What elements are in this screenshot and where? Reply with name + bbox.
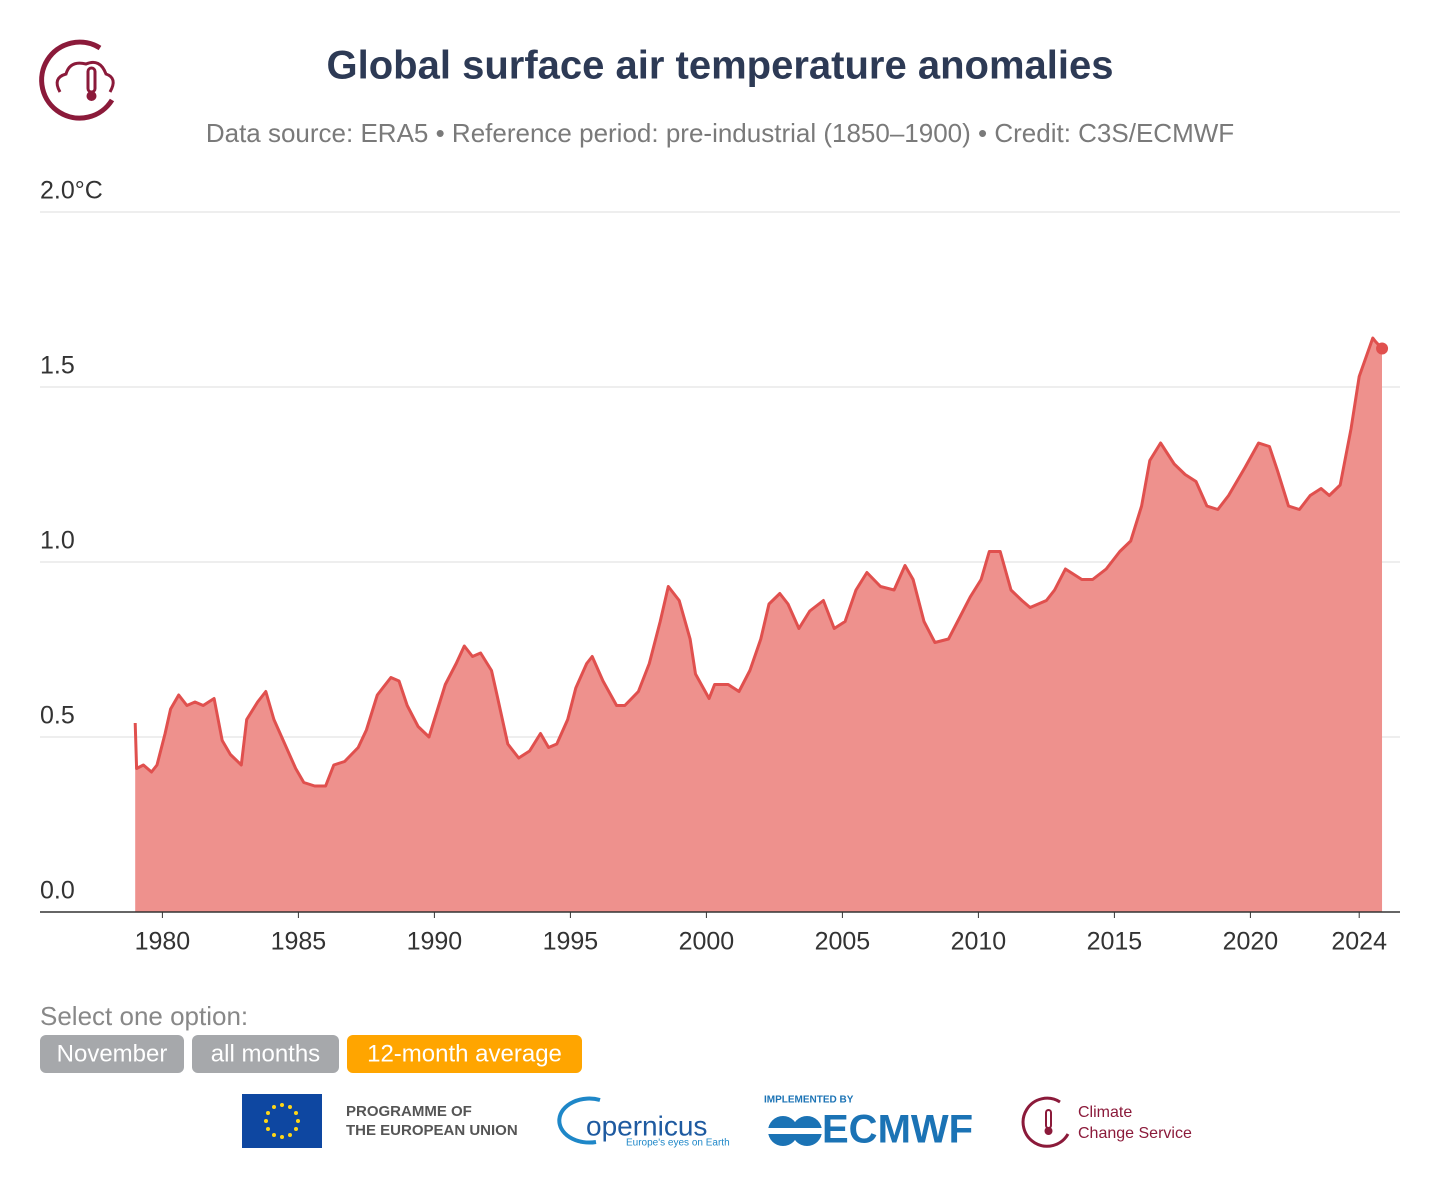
area — [135, 338, 1383, 912]
y-tick-label: 0.5 — [40, 702, 75, 730]
ecmwf-text: ECMWF — [822, 1108, 973, 1152]
x-tick-label: 1985 — [271, 928, 327, 956]
option-button-bg — [40, 1035, 184, 1073]
eu-flag — [242, 1094, 322, 1148]
x-tick-label: 2010 — [951, 928, 1007, 956]
option-button[interactable]: November — [40, 1035, 184, 1073]
x-tick-label: 2005 — [815, 928, 871, 956]
x-tick-label: 1980 — [135, 928, 191, 956]
option-button[interactable]: all months — [192, 1035, 339, 1073]
chart-subtitle: Data source: ERA5 • Reference period: pr… — [206, 118, 1234, 148]
y-tick-label: 1.0 — [40, 527, 75, 555]
option-button-bg — [347, 1035, 582, 1073]
x-tick-label: 2015 — [1087, 928, 1143, 956]
option-button[interactable]: 12-month average — [347, 1035, 582, 1073]
x-tick-label: 2024 — [1331, 928, 1387, 956]
x-tick-label: 1990 — [407, 928, 463, 956]
c3s-text: Change Service — [1078, 1125, 1192, 1142]
x-tick-label: 1995 — [543, 928, 599, 956]
option-button-label[interactable]: November — [57, 1040, 168, 1067]
y-tick-label: 1.5 — [40, 352, 75, 380]
eu-text: THE EUROPEAN UNION — [346, 1122, 518, 1139]
implemented-text: IMPLEMENTED BY — [764, 1095, 854, 1106]
controls-prompt: Select one option: — [40, 1001, 248, 1031]
option-button-bg — [192, 1035, 339, 1073]
line — [133, 336, 1384, 788]
chart-title: Global surface air temperature anomalies — [327, 44, 1114, 88]
c3s-text: Climate — [1078, 1104, 1132, 1121]
eu-text: PROGRAMME OF — [346, 1103, 472, 1120]
copernicus-text: opernicus — [586, 1110, 707, 1141]
x-tick-label: 2020 — [1223, 928, 1279, 956]
x-tick-label: 2000 — [679, 928, 735, 956]
y-tick-label: 2.0°C — [40, 177, 103, 205]
option-button-label[interactable]: 12-month average — [367, 1040, 562, 1067]
footer-logos: PROGRAMME OF THE EUROPEAN UNION opernicu… — [242, 1094, 1192, 1152]
copernicus-tagline: Europe's eyes on Earth — [626, 1138, 730, 1149]
end-dot — [1376, 342, 1389, 355]
top-logo — [39, 39, 115, 121]
y-tick-label: 0.0 — [40, 877, 75, 905]
option-button-label[interactable]: all months — [211, 1040, 320, 1067]
